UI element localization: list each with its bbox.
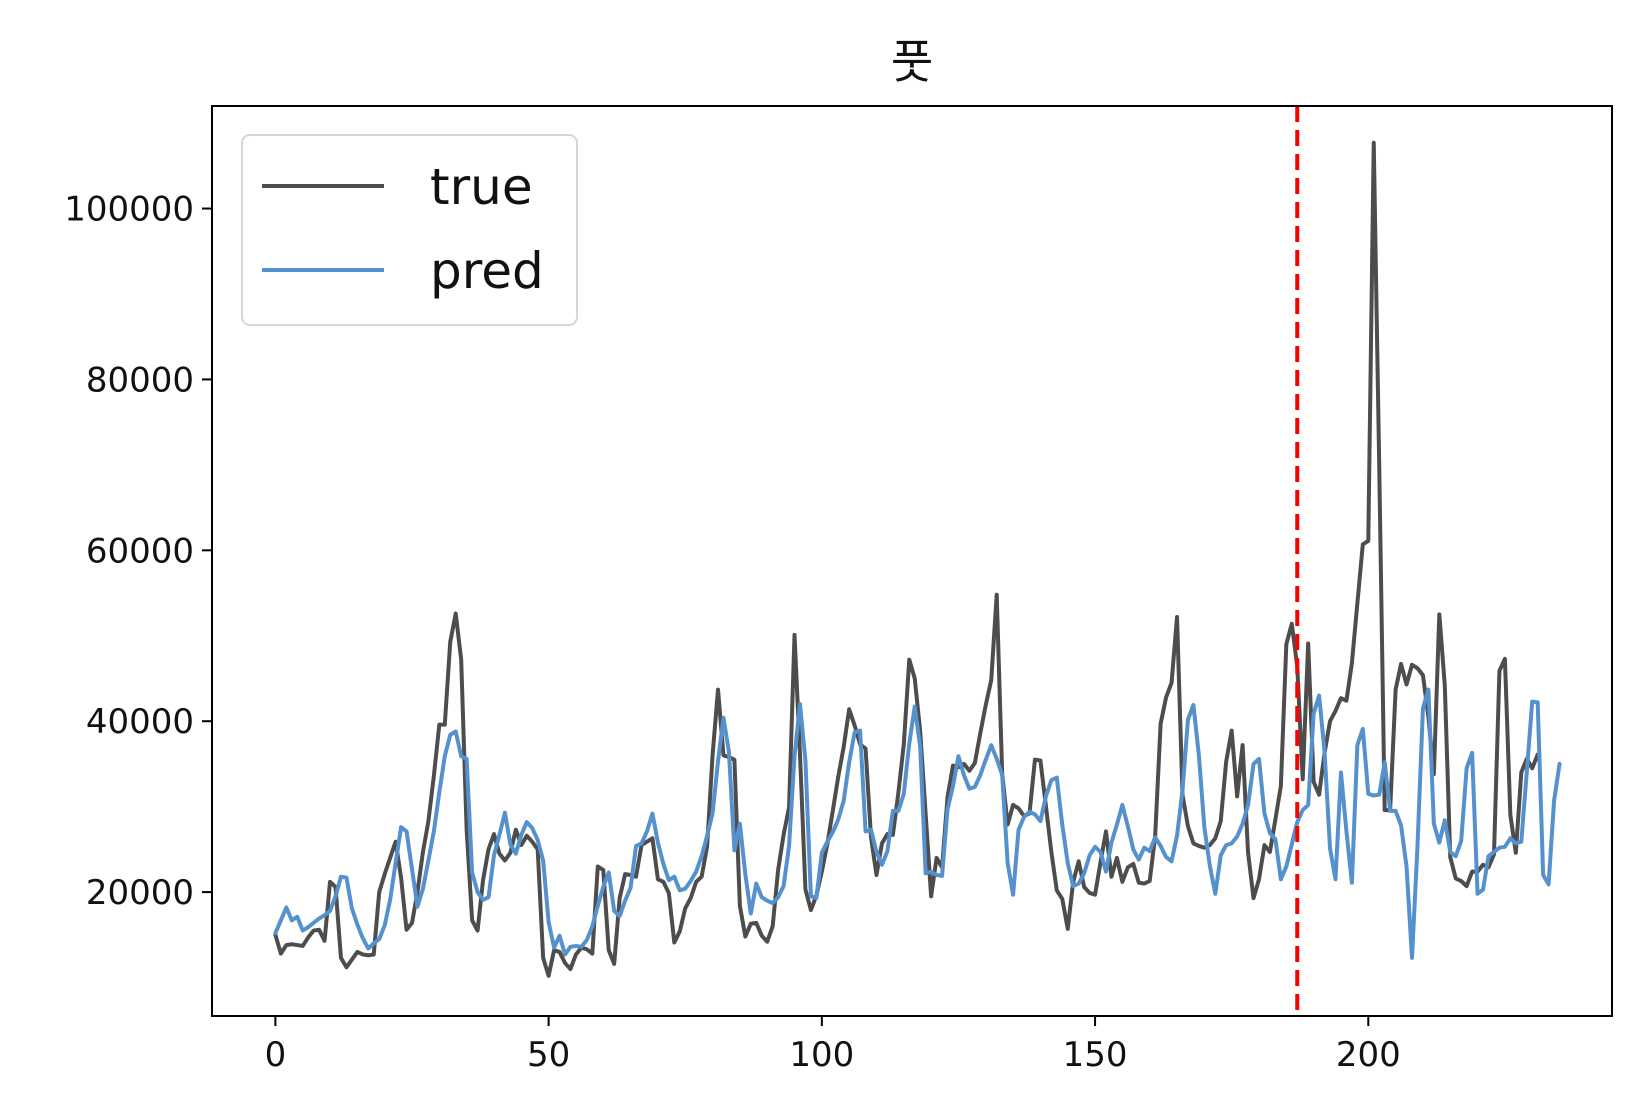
series-line-pred: [273, 687, 1562, 960]
y-tick-label: 80000: [86, 360, 194, 400]
legend: true pred: [241, 134, 578, 326]
y-axis: 20000 40000 60000 80000 100000: [64, 190, 212, 913]
x-axis: 0 50 100 150 200: [265, 1016, 1401, 1075]
x-tick-label: 50: [527, 1035, 570, 1075]
y-tick-label: 20000: [86, 873, 194, 913]
legend-box: [241, 134, 578, 326]
x-tick-label: 150: [1063, 1035, 1128, 1075]
x-tick-label: 100: [789, 1035, 854, 1075]
series-line-true: [273, 140, 1540, 978]
plot-frame: [211, 105, 1613, 1017]
x-tick-label: 0: [265, 1035, 287, 1075]
legend-label-true: true: [430, 158, 533, 216]
y-tick-label: 100000: [64, 190, 194, 230]
y-tick-label: 40000: [86, 702, 194, 742]
x-tick-label: 200: [1336, 1035, 1401, 1075]
legend-label-pred: pred: [430, 242, 544, 300]
chart-title: 풋: [891, 35, 933, 89]
y-tick-label: 60000: [86, 531, 194, 571]
